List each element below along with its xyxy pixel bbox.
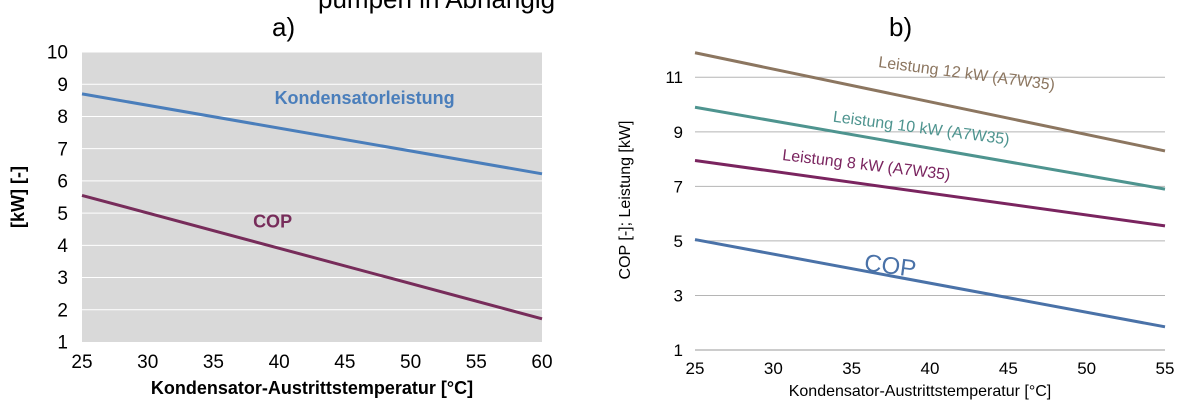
- x-tick-label: 55: [466, 352, 487, 373]
- x-tick-label: 35: [203, 352, 224, 373]
- series-label: Leistung 10 kW (A7W35): [832, 109, 1011, 149]
- plot-area: [82, 52, 542, 342]
- series-label: Leistung 8 kW (A7W35): [781, 147, 951, 184]
- x-tick-label: 45: [334, 352, 355, 373]
- y-tick-label: 5: [57, 204, 68, 225]
- series-label: COP: [863, 249, 918, 283]
- series-label: Leistung 12 kW (A7W35): [877, 54, 1056, 94]
- y-tick-label: 7: [57, 139, 68, 160]
- x-tick-label: 30: [137, 352, 158, 373]
- x-tick-label: 25: [71, 352, 92, 373]
- panel-label-b: b): [889, 12, 913, 42]
- y-axis-title: [kW] [-]: [8, 166, 28, 228]
- y-tick-label: 3: [674, 286, 683, 305]
- series-line-cop: [81, 193, 543, 321]
- y-tick-label: 1: [57, 333, 68, 354]
- series-line-kondensatorleistung: [81, 92, 543, 176]
- chart-panel-a: a) 1 2 3 4 5 6 7 8 9 10 25 30 35 40 45 50 55 60 Kondensato…: [0, 0, 570, 412]
- x-tick-label: 40: [921, 359, 940, 378]
- x-tick-label: 40: [269, 352, 290, 373]
- x-tick-label: 30: [764, 359, 783, 378]
- series-line-cop: [694, 238, 1166, 329]
- series-line-leistung-8-kw-a7w35-: [694, 158, 1166, 228]
- chart-panel-b: b) 1 3 5 7 9 11 25 30 35 40 45 50 55 Kondensator-Aust…: [600, 0, 1184, 412]
- y-tick-label: 9: [674, 123, 683, 142]
- y-tick-label: 8: [57, 107, 68, 128]
- y-tick-label: 9: [57, 75, 68, 96]
- y-tick-label: 4: [57, 236, 68, 257]
- x-axis-title: Kondensator-Austrittstemperatur [°C]: [151, 378, 473, 398]
- cut-off-header-text: pumpen in Abhängig: [318, 0, 555, 15]
- x-tick-label: 50: [1077, 359, 1096, 378]
- y-tick-label: 3: [57, 268, 68, 289]
- y-tick-label: 11: [665, 68, 683, 87]
- y-tick-label: 7: [674, 177, 683, 196]
- y-tick-label: 5: [674, 232, 683, 251]
- y-tick-label: 6: [57, 172, 68, 193]
- x-tick-label: 45: [999, 359, 1018, 378]
- panel-label-a: a): [272, 12, 296, 42]
- x-tick-label: 25: [686, 359, 705, 378]
- y-tick-label: 10: [47, 43, 68, 64]
- x-tick-label: 55: [1156, 359, 1175, 378]
- y-axis-title: COP [-]; Leistung [kW]: [617, 121, 634, 280]
- y-tick-label: 1: [674, 341, 683, 360]
- x-axis-title: Kondensator-Austrittstemperatur [°C]: [789, 383, 1052, 400]
- series-label: Kondensatorleistung: [275, 88, 455, 108]
- x-tick-label: 35: [842, 359, 861, 378]
- series-line-leistung-10-kw-a7w35-: [694, 105, 1166, 191]
- y-tick-label: 2: [57, 300, 68, 321]
- x-tick-label: 60: [531, 352, 552, 373]
- series-line-leistung-12-kw-a7w35-: [694, 51, 1166, 153]
- x-tick-label: 50: [400, 352, 421, 373]
- series-label: COP: [253, 212, 292, 232]
